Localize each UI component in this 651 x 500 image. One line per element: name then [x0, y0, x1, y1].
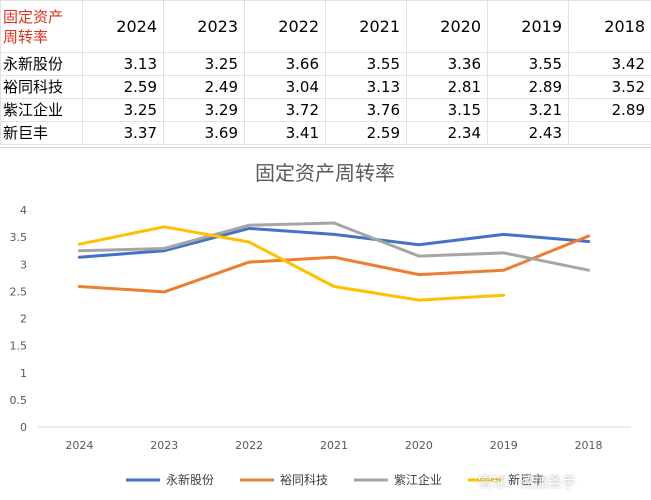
value-cell[interactable]: 3.41 — [245, 122, 326, 145]
value-cell[interactable]: 3.52 — [569, 76, 651, 99]
value-cell[interactable]: 3.21 — [488, 99, 569, 122]
series-line — [79, 223, 588, 270]
y-tick-label: 1 — [20, 367, 27, 380]
year-header-cell[interactable]: 2018 — [569, 1, 651, 53]
value-cell[interactable]: 3.13 — [83, 53, 164, 76]
value-cell[interactable]: 2.43 — [488, 122, 569, 145]
x-axis: 2024 2023 2022 2021 2020 2019 2018 — [65, 439, 602, 452]
series-line — [79, 228, 588, 257]
y-tick-label: 1.5 — [10, 340, 28, 353]
value-cell[interactable]: 2.81 — [407, 76, 488, 99]
value-cell[interactable] — [569, 122, 651, 145]
value-cell[interactable]: 3.55 — [326, 53, 407, 76]
watermark: 雪球：德加圣手 — [478, 472, 576, 492]
company-name-cell[interactable]: 紫江企业 — [1, 99, 83, 122]
value-cell[interactable]: 2.59 — [326, 122, 407, 145]
series-group — [79, 223, 588, 300]
x-tick-label: 2021 — [320, 439, 348, 452]
value-cell[interactable]: 3.29 — [164, 99, 245, 122]
series-line — [79, 236, 588, 292]
legend-label: 裕同科技 — [280, 472, 328, 487]
year-header-cell[interactable]: 2022 — [245, 1, 326, 53]
x-tick-label: 2018 — [575, 439, 603, 452]
value-cell[interactable]: 3.36 — [407, 53, 488, 76]
value-cell[interactable]: 3.72 — [245, 99, 326, 122]
value-cell[interactable]: 3.76 — [326, 99, 407, 122]
y-tick-label: 2 — [20, 313, 27, 326]
y-tick-label: 3.5 — [10, 231, 28, 244]
y-tick-label: 4 — [20, 204, 27, 217]
value-cell[interactable]: 3.37 — [83, 122, 164, 145]
value-cell[interactable]: 3.42 — [569, 53, 651, 76]
x-tick-label: 2019 — [490, 439, 518, 452]
value-cell[interactable]: 3.55 — [488, 53, 569, 76]
value-cell[interactable]: 2.59 — [83, 76, 164, 99]
chart-title: 固定资产周转率 — [255, 161, 395, 185]
x-tick-label: 2022 — [235, 439, 263, 452]
x-tick-label: 2020 — [405, 439, 433, 452]
year-header-cell[interactable]: 2021 — [326, 1, 407, 53]
header-label-cell[interactable]: 固定资产周转率 — [1, 1, 83, 53]
x-tick-label: 2024 — [65, 439, 93, 452]
spreadsheet: 固定资产周转率 2024 2023 2022 2021 2020 2019 20… — [0, 0, 651, 148]
year-header-cell[interactable]: 2024 — [83, 1, 164, 53]
value-cell[interactable]: 3.04 — [245, 76, 326, 99]
year-header-cell[interactable]: 2019 — [488, 1, 569, 53]
company-name-cell[interactable]: 新巨丰 — [1, 122, 83, 145]
company-name-cell[interactable]: 永新股份 — [1, 53, 83, 76]
y-axis: 0 0.5 1 1.5 2 2.5 3 3.5 4 — [10, 204, 28, 434]
y-tick-label: 0.5 — [10, 394, 28, 407]
y-tick-label: 3 — [20, 258, 27, 271]
value-cell[interactable]: 2.89 — [488, 76, 569, 99]
table-row: 新巨丰 3.37 3.69 3.41 2.59 2.34 2.43 — [1, 122, 651, 145]
y-tick-label: 0 — [20, 421, 27, 434]
value-cell[interactable]: 3.15 — [407, 99, 488, 122]
x-tick-label: 2023 — [150, 439, 178, 452]
value-cell[interactable]: 3.13 — [326, 76, 407, 99]
data-table: 固定资产周转率 2024 2023 2022 2021 2020 2019 20… — [0, 0, 651, 145]
legend-label: 永新股份 — [166, 472, 214, 487]
value-cell[interactable]: 2.89 — [569, 99, 651, 122]
y-tick-label: 2.5 — [10, 285, 28, 298]
company-name-cell[interactable]: 裕同科技 — [1, 76, 83, 99]
year-header-cell[interactable]: 2023 — [164, 1, 245, 53]
table-row: 永新股份 3.13 3.25 3.66 3.55 3.36 3.55 3.42 — [1, 53, 651, 76]
table-row: 裕同科技 2.59 2.49 3.04 3.13 2.81 2.89 3.52 — [1, 76, 651, 99]
legend-label: 紫江企业 — [394, 472, 442, 487]
value-cell[interactable]: 3.69 — [164, 122, 245, 145]
value-cell[interactable]: 3.25 — [164, 53, 245, 76]
value-cell[interactable]: 2.49 — [164, 76, 245, 99]
value-cell[interactable]: 3.66 — [245, 53, 326, 76]
year-header-cell[interactable]: 2020 — [407, 1, 488, 53]
table-row: 紫江企业 3.25 3.29 3.72 3.76 3.15 3.21 2.89 — [1, 99, 651, 122]
value-cell[interactable]: 3.25 — [83, 99, 164, 122]
header-row: 固定资产周转率 2024 2023 2022 2021 2020 2019 20… — [1, 1, 651, 53]
value-cell[interactable]: 2.34 — [407, 122, 488, 145]
